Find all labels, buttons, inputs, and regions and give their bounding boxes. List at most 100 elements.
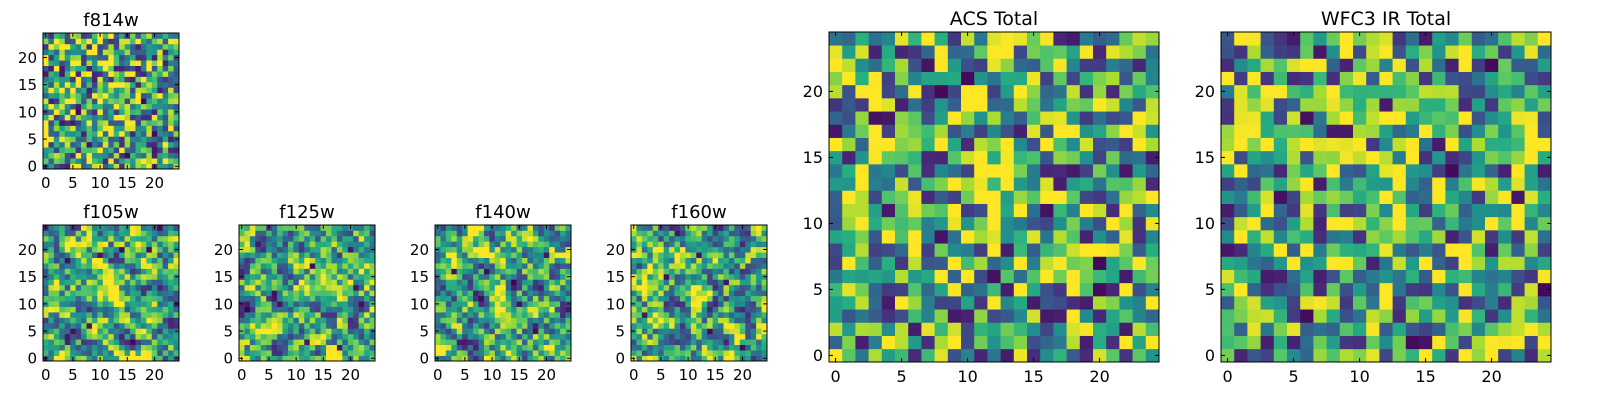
heatmap-cell bbox=[151, 257, 158, 264]
heatmap-cell bbox=[669, 322, 675, 329]
heatmap-cell bbox=[309, 333, 316, 340]
heatmap-cell bbox=[701, 252, 708, 258]
heatmap-cell bbox=[1511, 45, 1525, 59]
heatmap-cell bbox=[119, 306, 125, 313]
heatmap-cell bbox=[1405, 309, 1420, 323]
heatmap-cell bbox=[146, 98, 153, 105]
x-tick-label: 5 bbox=[656, 366, 666, 384]
heatmap-cell bbox=[669, 312, 675, 318]
heatmap-cell bbox=[511, 306, 517, 313]
heatmap-cell bbox=[696, 241, 703, 248]
heatmap-cell bbox=[505, 230, 512, 237]
heatmap-cell bbox=[364, 257, 370, 264]
heatmap-cell bbox=[761, 268, 768, 275]
heatmap-cell bbox=[1287, 32, 1301, 46]
heatmap-cell bbox=[728, 246, 735, 253]
heatmap-cell bbox=[1013, 190, 1028, 204]
heatmap-cell bbox=[168, 92, 174, 99]
heatmap-cell bbox=[718, 241, 724, 248]
heatmap-cell bbox=[565, 284, 572, 291]
heatmap-cell bbox=[255, 263, 262, 269]
heatmap-cell bbox=[1524, 177, 1539, 191]
heatmap-cell bbox=[1053, 203, 1067, 218]
heatmap-cell bbox=[75, 147, 82, 154]
heatmap-cell bbox=[320, 339, 327, 346]
heatmap-cell bbox=[641, 246, 648, 253]
heatmap-cell bbox=[102, 92, 109, 99]
heatmap-cell bbox=[260, 230, 267, 237]
heatmap-cell bbox=[961, 84, 975, 99]
heatmap-cell bbox=[162, 225, 169, 231]
heatmap-cell bbox=[543, 333, 550, 340]
heatmap-cell bbox=[64, 130, 71, 137]
heatmap-cell bbox=[462, 241, 468, 248]
heatmap-cell bbox=[151, 98, 158, 105]
heatmap-cell bbox=[829, 98, 843, 112]
heatmap-cell bbox=[59, 141, 66, 148]
heatmap-cell bbox=[739, 317, 746, 324]
heatmap-cell bbox=[505, 339, 512, 346]
heatmap-cell bbox=[1471, 45, 1486, 59]
heatmap-cell bbox=[168, 350, 174, 356]
heatmap-cell bbox=[1432, 256, 1446, 270]
heatmap-cell bbox=[336, 225, 343, 231]
heatmap-cell bbox=[249, 284, 256, 291]
heatmap-cell bbox=[1432, 190, 1446, 204]
heatmap-cell bbox=[151, 322, 158, 329]
heatmap-cell bbox=[1458, 348, 1473, 363]
heatmap-cell bbox=[48, 317, 55, 324]
heatmap-cell bbox=[124, 333, 131, 340]
heatmap-cell bbox=[1053, 348, 1067, 363]
heatmap-cell bbox=[331, 230, 338, 237]
heatmap-cell bbox=[1537, 309, 1552, 323]
heatmap-cell bbox=[146, 279, 153, 286]
heatmap-cell bbox=[1313, 137, 1327, 152]
heatmap-cell bbox=[59, 38, 66, 45]
heatmap-cell bbox=[342, 290, 349, 297]
heatmap-cell bbox=[549, 235, 556, 242]
heatmap-cell bbox=[282, 252, 289, 258]
heatmap-cell bbox=[1432, 150, 1446, 165]
heatmap-cell bbox=[277, 263, 283, 269]
heatmap-cell bbox=[102, 38, 109, 45]
heatmap-cell bbox=[690, 273, 697, 280]
heatmap-cell bbox=[750, 339, 757, 346]
heatmap-cell bbox=[1419, 230, 1433, 244]
heatmap-cell bbox=[331, 339, 338, 346]
heatmap-cell bbox=[336, 284, 343, 291]
heatmap-cell bbox=[961, 309, 975, 323]
heatmap-cell bbox=[64, 306, 71, 313]
heatmap-cell bbox=[86, 109, 93, 115]
heatmap-cell bbox=[157, 141, 164, 148]
heatmap-cell bbox=[173, 290, 180, 297]
heatmap-cell bbox=[1027, 32, 1041, 46]
heatmap-cell bbox=[522, 328, 528, 335]
heatmap-cell bbox=[1079, 282, 1094, 297]
heatmap-cell bbox=[146, 339, 153, 346]
heatmap-cell bbox=[679, 230, 686, 237]
heatmap-cell bbox=[1511, 216, 1525, 231]
heatmap-cell bbox=[549, 344, 556, 351]
heatmap-cell bbox=[478, 263, 485, 269]
heatmap-cell bbox=[1119, 150, 1133, 165]
heatmap-cell bbox=[1485, 58, 1499, 72]
heatmap-cell bbox=[761, 284, 768, 291]
heatmap-cell bbox=[173, 322, 180, 329]
heatmap-cell bbox=[102, 114, 109, 121]
heatmap-cell bbox=[987, 203, 1001, 218]
heatmap-cell bbox=[1353, 164, 1367, 178]
heatmap-cell bbox=[1366, 256, 1380, 270]
heatmap-cell bbox=[266, 257, 272, 264]
heatmap-cell bbox=[456, 306, 463, 313]
heatmap-cell bbox=[868, 98, 883, 112]
axes-frame bbox=[1220, 31, 1552, 363]
heatmap-cell bbox=[1066, 322, 1081, 336]
heatmap-cell bbox=[86, 141, 93, 148]
heatmap-cell bbox=[86, 322, 93, 329]
heatmap-cell bbox=[146, 152, 153, 159]
heatmap-cell bbox=[1247, 45, 1261, 59]
chart-title: WFC3 IR Total bbox=[1321, 8, 1451, 30]
heatmap-cell bbox=[527, 301, 534, 307]
heatmap-cell bbox=[347, 350, 354, 356]
heatmap-cell bbox=[663, 328, 670, 335]
